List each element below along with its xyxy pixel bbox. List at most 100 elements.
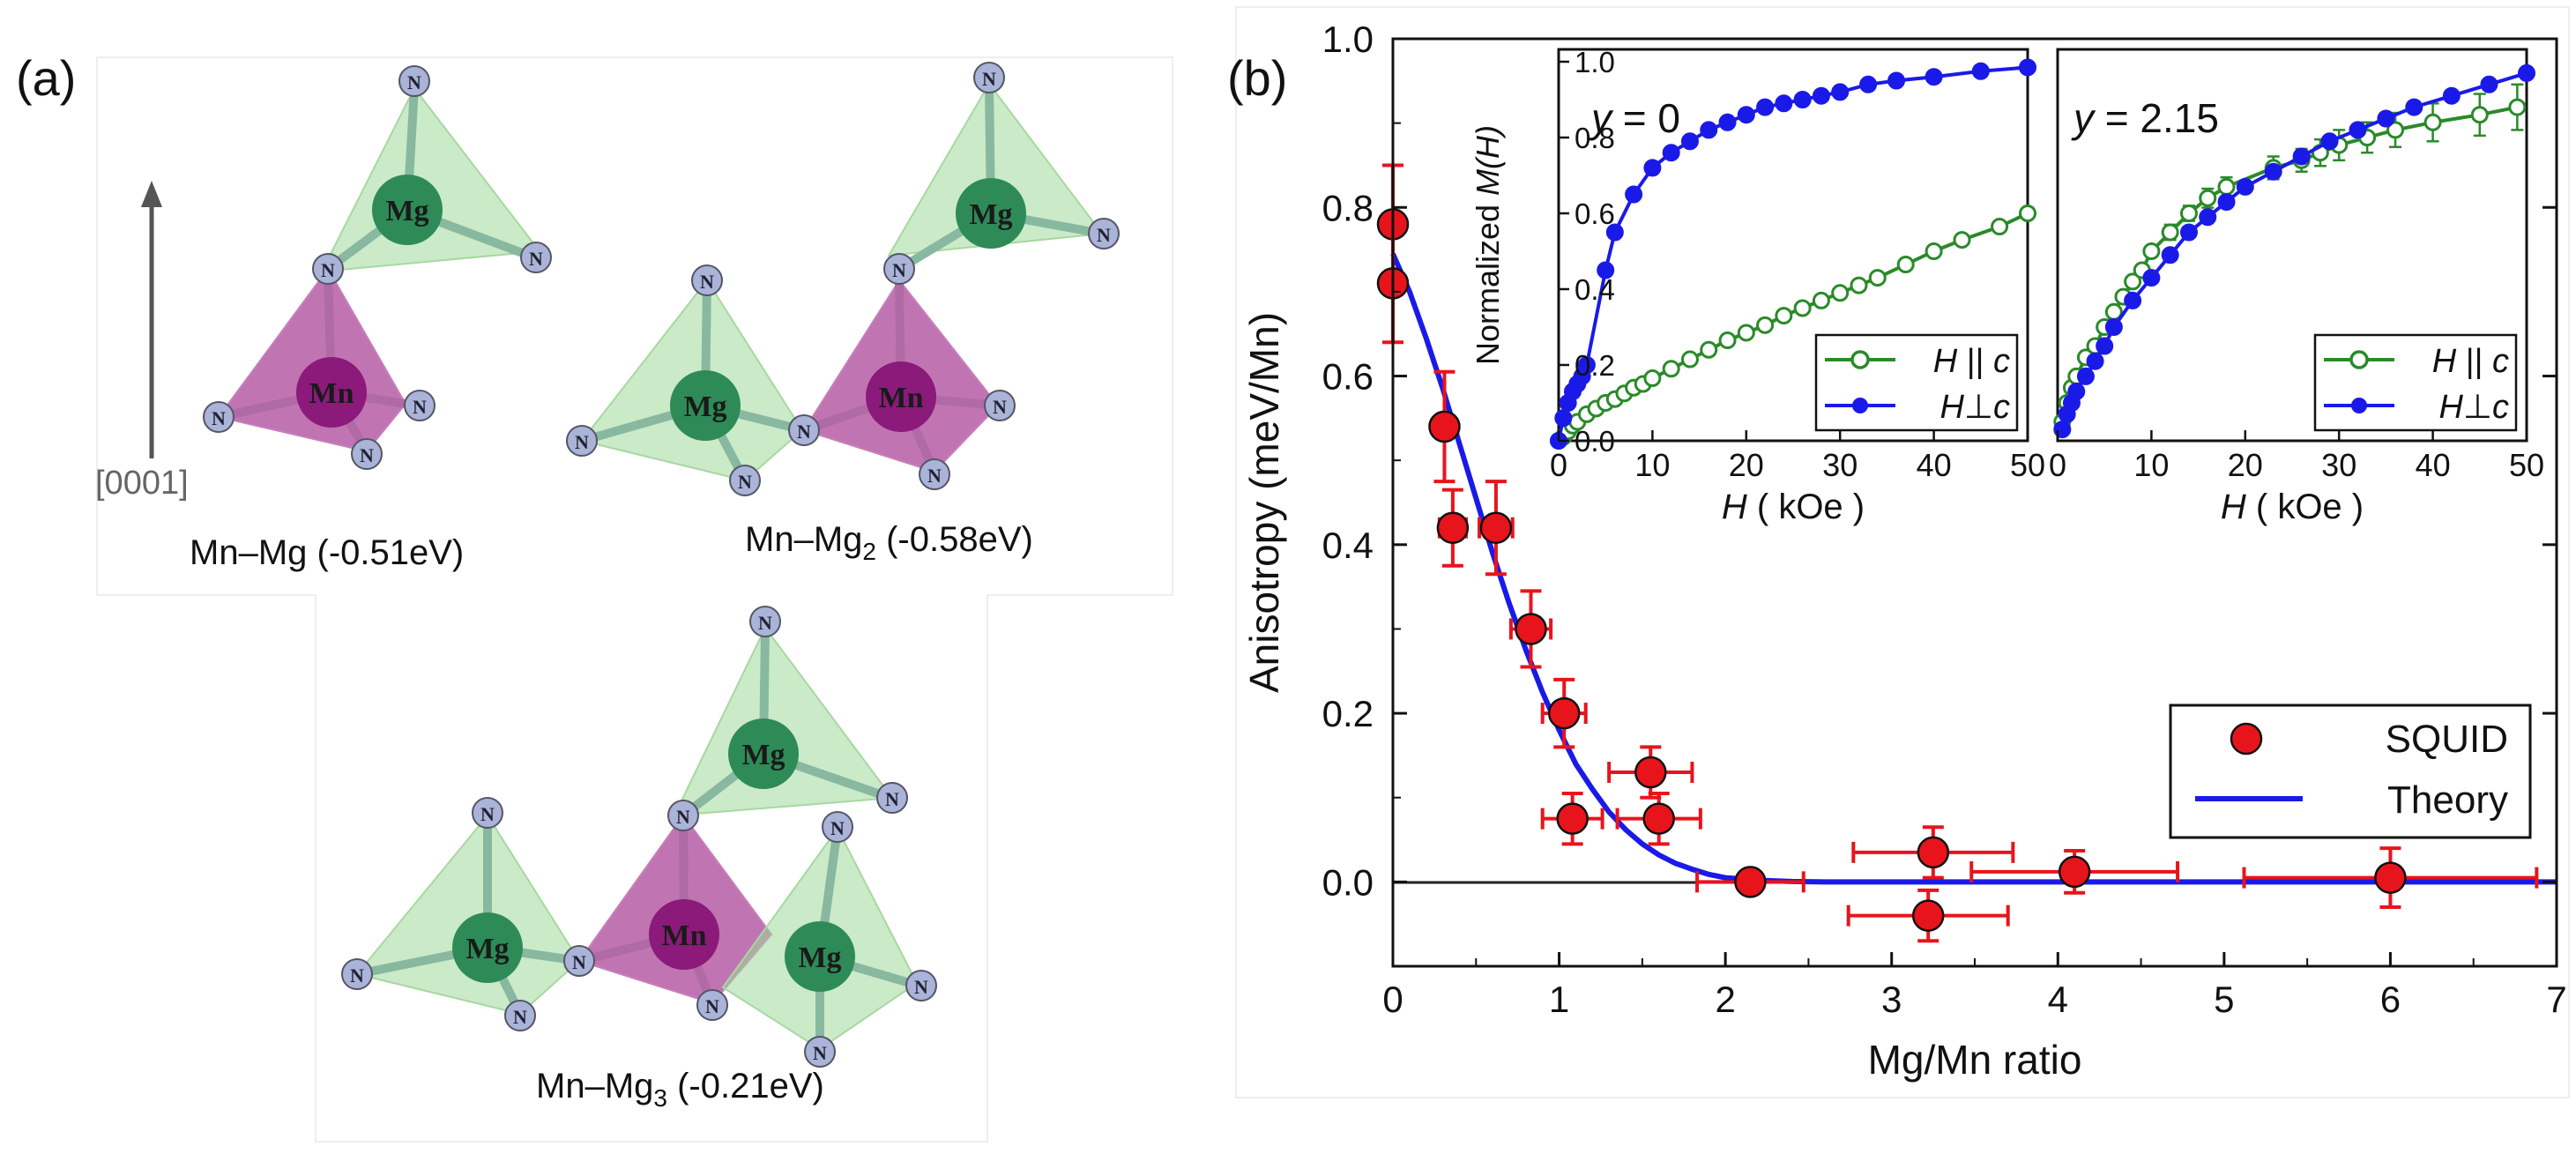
svg-text:N: N bbox=[892, 259, 906, 281]
config-mn-mg-label: Mn–Mg (-0.51eV) bbox=[190, 533, 464, 572]
inset-y-tick-label: 0.0 bbox=[1575, 425, 1615, 458]
inset-y215: 0 10 20 30 40 50 y = 2.15 H ( kOe ) H || c H⊥… bbox=[2049, 48, 2544, 526]
main-x-tick-label: 3 bbox=[1881, 979, 1902, 1020]
inset-y0-legend-box bbox=[1814, 333, 2019, 432]
squid-point bbox=[1540, 677, 1588, 749]
n-atom: N bbox=[919, 458, 950, 490]
legend-perp-marker bbox=[1852, 398, 1868, 413]
n-atom: N bbox=[729, 465, 761, 496]
inset-point bbox=[2405, 98, 2423, 116]
inset-x-tick-label: 20 bbox=[1729, 447, 1764, 483]
inset-point bbox=[1605, 223, 1624, 242]
inset-point bbox=[1812, 86, 1830, 105]
inset-x-tick-label: 40 bbox=[1917, 447, 1952, 483]
squid-point bbox=[1846, 888, 2010, 943]
theory-curve bbox=[1390, 252, 2557, 885]
inset-y0-x-label: H ( kOe ) bbox=[1722, 488, 1865, 526]
inset-series bbox=[1550, 58, 2036, 450]
main-y-tick-label: 0.4 bbox=[1322, 525, 1374, 566]
inset-y215-title: y = 2.15 bbox=[2071, 95, 2219, 141]
inset-y0-y-label: Normalized M(H) bbox=[1470, 125, 1506, 365]
mn-atom: Mn bbox=[296, 357, 367, 428]
inset-point bbox=[2161, 223, 2179, 242]
n-atom: N bbox=[563, 945, 595, 977]
inset-point bbox=[2104, 318, 2123, 336]
squid-point bbox=[1607, 745, 1694, 800]
panel-b-label: (b) bbox=[1227, 50, 1287, 106]
svg-text:N: N bbox=[360, 444, 374, 466]
inset-y215-legend: H || c H⊥c bbox=[2313, 333, 2518, 432]
n-atom: N bbox=[312, 253, 344, 285]
c-axis-arrowhead bbox=[141, 181, 162, 207]
svg-text:N: N bbox=[480, 803, 495, 825]
inset-point bbox=[1793, 299, 1812, 317]
inset-point bbox=[1812, 291, 1830, 309]
mg-atom: Mg bbox=[452, 912, 523, 983]
inset-y-tick-label: 0.4 bbox=[1575, 273, 1615, 306]
inset-point bbox=[1887, 71, 1906, 90]
legend-par-label: H || c bbox=[1933, 343, 2010, 380]
inset-point bbox=[1756, 316, 1775, 334]
legend-theory-label: Theory bbox=[2387, 778, 2508, 822]
inset-y0-title: y = 0 bbox=[1589, 95, 1680, 141]
n-atom: N bbox=[876, 782, 908, 814]
mg-atom: Mg bbox=[728, 718, 799, 789]
inset-point bbox=[1643, 159, 1662, 177]
inset-point bbox=[1953, 231, 1971, 249]
inset-point bbox=[2142, 242, 2161, 260]
legend-box bbox=[2169, 704, 2532, 839]
main-x-tick-label: 1 bbox=[1549, 979, 1569, 1020]
inset-y0: 0 10 20 30 40 50 0.0 0.2 0.4 0.6 0.8 1.0 y = 0 H (… bbox=[1470, 46, 2045, 526]
legend-par-marker bbox=[1850, 350, 1870, 369]
n-atom: N bbox=[749, 606, 781, 637]
svg-text:N: N bbox=[513, 1006, 527, 1028]
inset-point bbox=[2442, 86, 2461, 105]
inset-point bbox=[2217, 193, 2236, 212]
inset-point bbox=[2124, 272, 2142, 291]
config-mn-mg2: Mg Mg Mn N N N N N N N N N Mn–Mg2 (-0.58… bbox=[566, 62, 1120, 565]
svg-text:N: N bbox=[413, 396, 427, 418]
svg-text:N: N bbox=[982, 68, 996, 90]
inset-point bbox=[2386, 121, 2405, 139]
main-y-label: Anisotropy (meV/Mn) bbox=[1241, 312, 1287, 693]
inset-x-tick-label: 10 bbox=[2133, 447, 2169, 483]
inset-point bbox=[2236, 177, 2254, 196]
mg-atom: Mg bbox=[956, 178, 1026, 249]
mg-atom: Mg bbox=[785, 921, 855, 992]
inset-point bbox=[1625, 185, 1643, 204]
inset-point bbox=[1831, 284, 1850, 302]
n-atom: N bbox=[404, 390, 436, 421]
svg-text:Mg: Mg bbox=[798, 942, 841, 974]
n-atom: N bbox=[667, 800, 699, 831]
svg-text:N: N bbox=[813, 1042, 827, 1064]
svg-text:Mg: Mg bbox=[969, 198, 1012, 231]
inset-point bbox=[2508, 98, 2527, 116]
inset-x-tick-label: 0 bbox=[1550, 447, 1567, 483]
inset-point bbox=[1737, 324, 1755, 342]
svg-text:N: N bbox=[1097, 224, 1111, 246]
inset-point bbox=[1850, 276, 1868, 294]
c-axis-label: [0001] bbox=[95, 465, 189, 502]
inset-point bbox=[1554, 409, 1573, 428]
inset-y-tick-label: 0.2 bbox=[1575, 349, 1615, 382]
inset-point bbox=[2086, 352, 2104, 370]
inset-point bbox=[1737, 106, 1755, 124]
inset-point bbox=[2067, 383, 2086, 401]
svg-text:N: N bbox=[885, 788, 899, 810]
inset-point bbox=[2377, 109, 2395, 128]
inset-x-tick-label: 20 bbox=[2228, 447, 2263, 483]
legend-par-marker bbox=[2349, 350, 2369, 369]
inset-y0-y-ticks: 0.0 0.2 0.4 0.6 0.8 1.0 bbox=[1559, 46, 1615, 458]
n-atom: N bbox=[566, 425, 598, 457]
legend-squid-label: SQUID bbox=[2386, 718, 2508, 761]
inset-point bbox=[2161, 246, 2179, 264]
inset-point bbox=[1793, 91, 1812, 108]
inset-point bbox=[1680, 132, 1699, 151]
inset-point bbox=[2019, 205, 2036, 222]
inset-y215-x-ticks: 0 10 20 30 40 50 bbox=[2049, 430, 2544, 483]
svg-text:N: N bbox=[407, 71, 421, 93]
squid-point bbox=[1540, 791, 1604, 846]
svg-text:N: N bbox=[676, 806, 690, 828]
inset-point bbox=[1896, 256, 1915, 274]
n-atom: N bbox=[341, 958, 373, 990]
